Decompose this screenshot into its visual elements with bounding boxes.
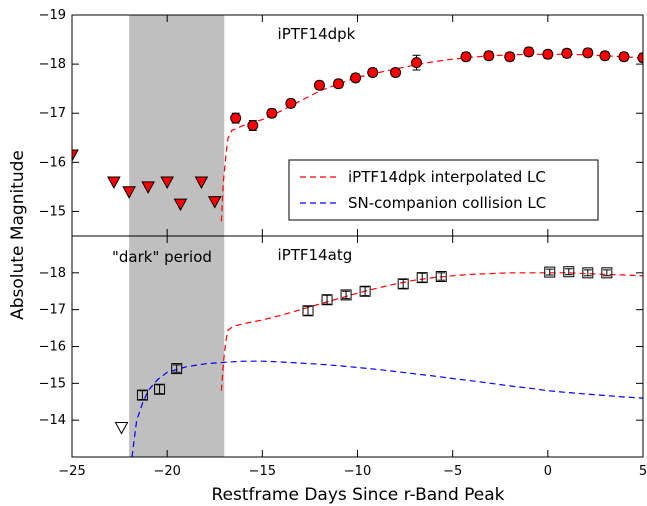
series-line-1-2	[220, 272, 643, 391]
data-point-0-7	[367, 66, 379, 78]
data-point-0-2	[266, 107, 278, 119]
y-tick-label-0-3: −18	[39, 57, 66, 72]
data-point-1-6	[359, 285, 371, 297]
dark-period-shade	[129, 236, 225, 457]
data-point-1-2	[171, 363, 183, 375]
legend: iPTF14dpk interpolated LC SN-companion co…	[288, 159, 599, 221]
panel-title-1: iPTF14atg	[278, 246, 353, 264]
upper-limit-marker-0-3	[141, 181, 155, 194]
upper-limit-marker-0-5	[173, 198, 188, 212]
upper-limit-marker-0-7	[207, 196, 222, 209]
data-point-1-12	[582, 267, 594, 279]
data-point-0-1	[247, 120, 259, 131]
panel-title-0: iPTF14dpk	[278, 25, 356, 43]
upper-limit-marker-1-0	[114, 422, 129, 435]
upper-limit-marker-0-1	[107, 176, 121, 190]
data-point-0-13	[523, 46, 535, 58]
legend-label-0: iPTF14dpk interpolated LC	[348, 168, 546, 186]
data-point-1-8	[416, 272, 428, 284]
data-point-1-7	[397, 278, 409, 290]
x-tick-label-3: −10	[344, 464, 371, 479]
data-point-0-3	[285, 97, 297, 109]
y-tick-label-0-2: −17	[39, 106, 66, 121]
upper-limit-marker-0-6	[194, 176, 209, 190]
data-point-1-4	[321, 294, 333, 306]
x-tick-label-5: 0	[544, 464, 552, 479]
data-point-1-3	[302, 305, 314, 317]
panel-iptf14dpk: −15 −16 −17 −18 −19 iPTF14dpk	[39, 8, 644, 237]
data-point-1-5	[340, 289, 352, 301]
x-tick-label-6: 5	[639, 464, 647, 479]
data-point-0-4	[313, 79, 325, 91]
data-point-1-10	[544, 266, 556, 278]
x-tick-label-0: −25	[58, 464, 85, 479]
x-tick-label-4: −5	[443, 464, 462, 479]
y-tick-label-0-0: −15	[39, 204, 66, 219]
x-axis: −25 −20 −15 −10 −5 0 5	[58, 464, 647, 479]
data-point-0-6	[350, 72, 362, 84]
x-axis-label: Restframe Days Since r-Band Peak	[211, 485, 504, 505]
data-point-1-1	[154, 383, 166, 395]
x-tick-label-1: −20	[153, 464, 180, 479]
data-point-0-19	[637, 52, 643, 64]
data-point-0-18	[618, 51, 630, 63]
data-point-0-11	[483, 50, 495, 62]
x-tick-label-2: −15	[249, 464, 276, 479]
y-tick-label-1-4: −18	[39, 266, 66, 281]
dark-period-label: "dark" period	[112, 248, 212, 266]
series-line-0-2	[220, 53, 643, 222]
data-point-0-8	[390, 66, 402, 78]
y-tick-label-1-0: −14	[39, 413, 66, 428]
y-tick-label-1-1: −15	[39, 376, 66, 391]
panel-iptf14atg: −14 −15 −16 −17 −18 iPTF14atg	[39, 235, 644, 458]
series-line-1-3	[131, 360, 643, 457]
data-point-1-9	[435, 271, 447, 283]
y-tick-label-1-2: −16	[39, 340, 66, 355]
legend-label-1: SN-companion collision LC	[348, 194, 546, 212]
data-point-0-14	[542, 48, 554, 60]
data-point-0-17	[599, 50, 611, 62]
data-point-1-13	[601, 267, 613, 279]
data-point-0-10	[460, 51, 472, 63]
data-point-0-15	[561, 47, 573, 59]
data-point-1-11	[563, 266, 575, 278]
y-tick-label-1-3: −17	[39, 303, 66, 318]
upper-limit-marker-0-4	[160, 176, 175, 190]
data-point-0-9	[411, 57, 423, 69]
y-axis-label: Absolute Magnitude	[8, 150, 28, 320]
upper-limit-marker-0-0	[72, 149, 79, 163]
data-point-0-0	[230, 112, 242, 124]
legend-box	[288, 159, 599, 221]
data-point-0-16	[582, 47, 594, 59]
upper-limit-marker-0-2	[122, 186, 136, 199]
data-point-0-12	[504, 51, 516, 63]
y-tick-label-0-4: −19	[39, 8, 66, 23]
data-point-0-5	[332, 78, 344, 90]
y-tick-label-0-1: −16	[39, 155, 66, 170]
data-point-1-0	[136, 389, 148, 401]
